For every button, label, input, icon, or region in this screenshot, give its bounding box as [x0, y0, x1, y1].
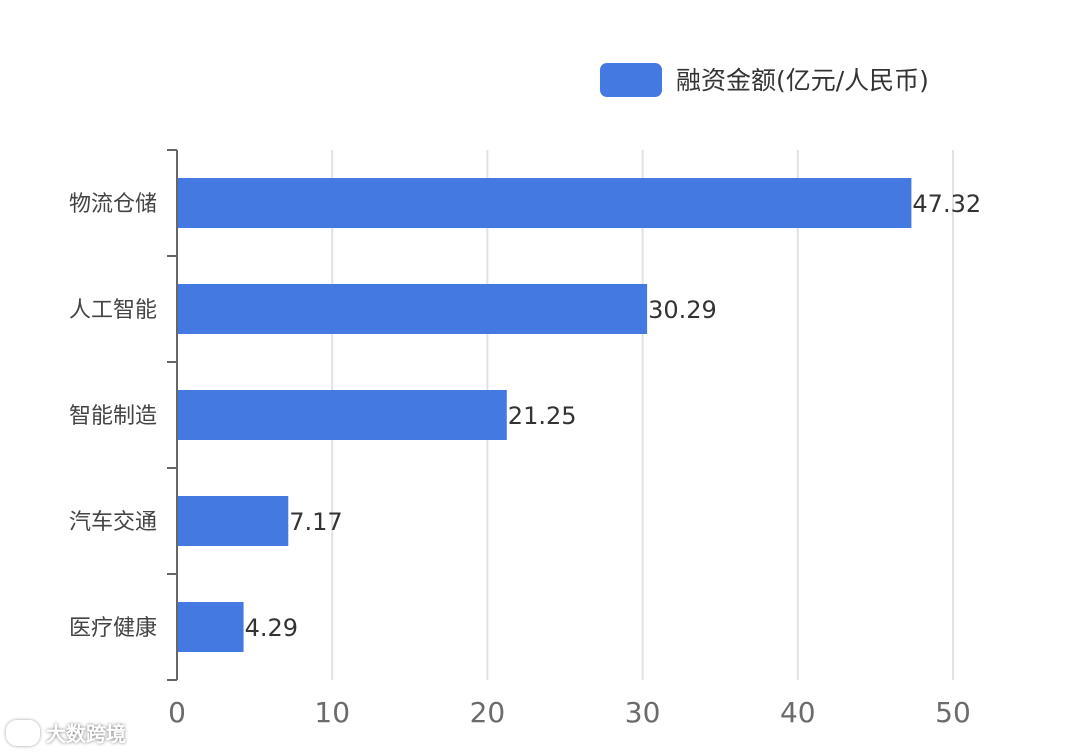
x-tick-label: 30	[625, 696, 661, 729]
bar-5	[177, 602, 244, 652]
bar-1	[177, 178, 912, 228]
y-tick-label: 物流仓储	[69, 192, 157, 217]
bar-2	[177, 284, 648, 334]
x-tick-label: 40	[780, 696, 816, 729]
bar-3	[177, 390, 507, 440]
y-tick-label: 汽车交通	[69, 510, 157, 535]
x-tick-label: 10	[314, 696, 350, 729]
bar-4	[177, 496, 289, 546]
x-tick-label: 50	[935, 696, 971, 729]
watermark-text: 大数跨境	[46, 722, 126, 746]
y-tick-label: 智能制造	[69, 404, 157, 429]
logo-icon	[6, 719, 40, 746]
data-label: 30.29	[648, 296, 717, 324]
x-tick-label: 20	[470, 696, 506, 729]
y-tick-label: 医疗健康	[69, 616, 157, 641]
y-tick-label: 人工智能	[69, 298, 157, 323]
watermark: 大数跨境	[6, 718, 126, 747]
x-tick-label: 0	[168, 696, 186, 729]
data-label: 7.17	[289, 508, 342, 536]
legend-swatch	[600, 63, 662, 97]
data-label: 47.32	[912, 190, 981, 218]
data-label: 4.29	[245, 614, 298, 642]
data-label: 21.25	[508, 402, 577, 430]
legend-label: 融资金额(亿元/人民币)	[676, 66, 929, 95]
